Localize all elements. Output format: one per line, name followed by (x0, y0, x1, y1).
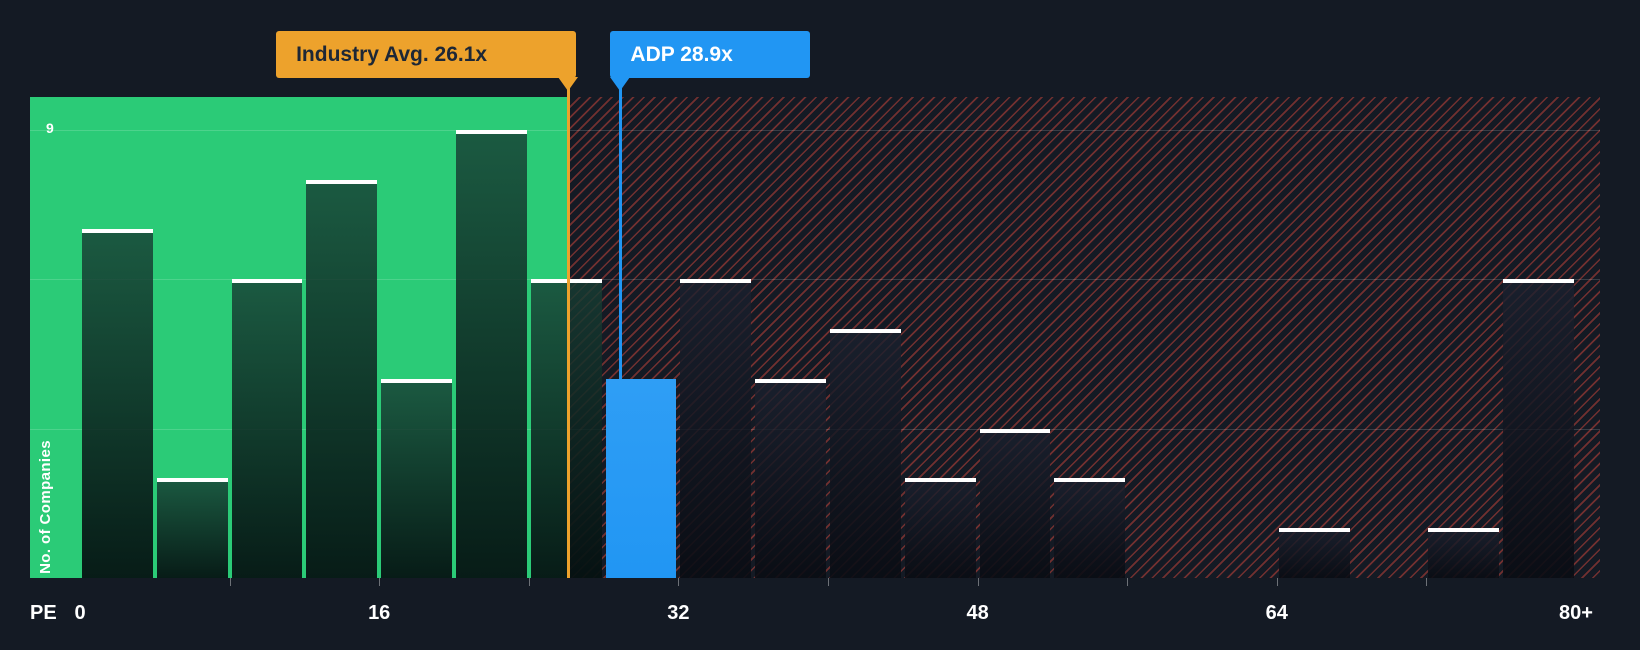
x-axis-tick (1127, 578, 1129, 586)
histogram-bar[interactable] (306, 179, 378, 578)
histogram-bar[interactable] (904, 478, 976, 578)
x-axis-tick-label: 0 (74, 602, 86, 624)
histogram-bar[interactable] (1428, 528, 1500, 578)
x-axis-title: PE (30, 602, 57, 624)
histogram-bar[interactable] (755, 378, 826, 578)
bar-top-cap (231, 279, 303, 284)
histogram-bar[interactable] (381, 378, 452, 578)
bar-top-cap (1278, 528, 1350, 533)
gridline (30, 279, 1600, 281)
y-axis-max-value: 9 (46, 120, 54, 136)
company-callout-pointer-icon (610, 77, 631, 91)
industry-callout-pointer-icon (558, 77, 579, 91)
x-axis-tick (229, 578, 231, 586)
x-axis-tick-label: 48 (966, 602, 989, 624)
bar-top-cap (1428, 528, 1500, 533)
histogram-bar[interactable] (1278, 528, 1350, 578)
industry-average-callout: Industry Avg. 26.1x (276, 31, 577, 78)
gridline (30, 129, 1600, 131)
x-axis-tick-label: 64 (1265, 602, 1288, 624)
plot-area: 9 No. of Companies (30, 97, 1600, 578)
company-highlight-bar[interactable] (605, 378, 677, 578)
histogram-bar[interactable] (1054, 478, 1126, 578)
histogram-bar[interactable] (156, 478, 228, 578)
bar-top-cap (830, 329, 901, 333)
x-axis-tick (1426, 578, 1428, 586)
histogram-bar[interactable] (979, 428, 1051, 578)
bar-top-cap (979, 428, 1051, 433)
x-axis-tick (528, 578, 530, 586)
x-axis-tick (379, 578, 381, 586)
x-axis-tick (828, 578, 829, 586)
bar-top-cap (530, 279, 602, 284)
x-axis: PE 0 16 32 48 64 80+ (0, 578, 1640, 650)
bar-top-cap (1503, 279, 1574, 284)
x-axis-tick (678, 578, 680, 586)
histogram-bar[interactable] (1503, 279, 1574, 578)
industry-average-line (566, 78, 570, 578)
company-marker-line (618, 78, 622, 379)
bar-top-cap (156, 478, 228, 483)
y-axis-title: No. of Companies (37, 440, 54, 574)
bar-top-cap (904, 478, 976, 483)
bar-top-cap (1054, 478, 1126, 483)
x-axis-tick-label: 16 (368, 602, 391, 624)
bar-top-cap (680, 279, 752, 284)
company-callout: ADP 28.9x (610, 31, 811, 78)
company-label: ADP 28.9x (630, 43, 733, 66)
x-axis-tick (1276, 578, 1278, 586)
bar-top-cap (381, 378, 452, 383)
histogram-bar[interactable] (456, 129, 527, 578)
x-axis-tick-label: 80+ (1559, 602, 1593, 624)
histogram-bar[interactable] (82, 229, 153, 578)
industry-average-label: Industry Avg. 26.1x (296, 43, 488, 66)
x-axis-tick-label: 32 (667, 602, 690, 624)
histogram-bar[interactable] (680, 279, 752, 578)
histogram-bar[interactable] (530, 279, 602, 578)
bar-top-cap (306, 179, 378, 184)
bar-top-cap (755, 378, 826, 383)
histogram-bar[interactable] (830, 329, 901, 578)
x-axis-tick (977, 578, 979, 586)
bar-top-cap (456, 129, 527, 134)
histogram-bar[interactable] (231, 279, 303, 578)
bar-top-cap (82, 229, 153, 234)
